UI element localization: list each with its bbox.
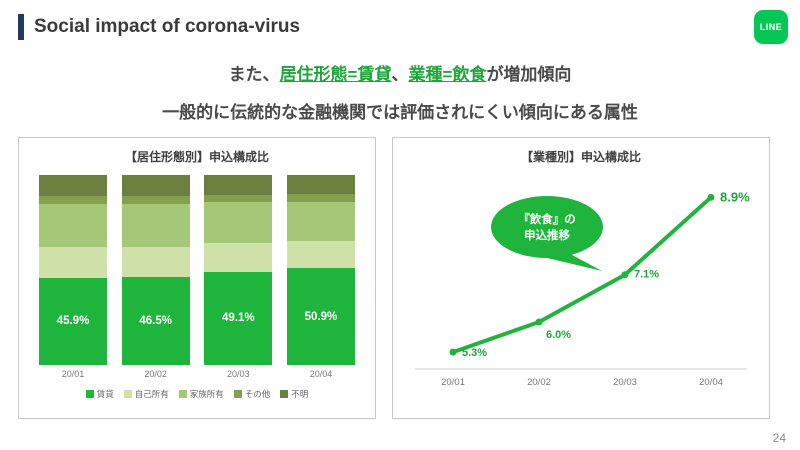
legend-item: 不明: [280, 388, 308, 400]
housing-chart-title: 【居住形態別】申込構成比: [124, 150, 269, 164]
bar-segment: [121, 175, 190, 196]
x-axis-label: 20/04: [309, 369, 333, 379]
legend-swatch: [178, 390, 187, 398]
subtitle-text: また、: [228, 65, 280, 84]
bar-segment: [121, 195, 190, 204]
bar-segment: [39, 175, 107, 197]
header: Social impact of corona-virus LINE: [0, 0, 800, 44]
bar-segment: [204, 243, 273, 272]
legend-swatch: [233, 390, 242, 398]
bar-segment: [286, 240, 355, 269]
line-chart-wrap: 20/01 20/02 20/03 20/04 5.3% 6.0% 7.1% 8.9% 『飲食』…: [393, 169, 769, 405]
bar-x-labels: 20/01 20/02 20/03 20/04: [19, 365, 375, 379]
charts-row: 【居住形態別】申込構成比 45.9% 46.5% 49.1% 50.9% 20/01 2…: [0, 123, 800, 419]
bar-segment: [204, 194, 273, 203]
industry-chart-panel: 【業種別】申込構成比 20/01 20/02 20/03 20/04 5.3% 6.0% 7…: [392, 137, 770, 419]
annotation-bubble: [491, 196, 603, 258]
x-axis-label: 20/01: [61, 369, 85, 379]
bar-segment: 45.9%: [39, 277, 107, 365]
legend-item: 家族所有: [178, 388, 224, 400]
legend-label: 自己所有: [134, 389, 169, 399]
data-label: 8.9%: [720, 189, 750, 204]
bar-legend: 賃貸 自己所有 家族所有 その他 不明: [19, 388, 375, 400]
stacked-bar: 49.1%: [204, 175, 273, 365]
bar-segment: [286, 175, 355, 195]
housing-chart-panel: 【居住形態別】申込構成比 45.9% 46.5% 49.1% 50.9% 20/01 2…: [18, 137, 376, 419]
trend-line: [451, 195, 713, 355]
bar-segment: [39, 196, 107, 204]
legend-label: 家族所有: [189, 389, 224, 399]
line-logo: LINE: [754, 10, 788, 44]
data-point: [621, 271, 629, 279]
x-axis-label: 20/03: [227, 369, 250, 379]
bar-segment: 50.9%: [286, 268, 355, 365]
title-accent-bar: [18, 14, 24, 40]
bar-segment: [286, 194, 355, 202]
subtitle-line2: 一般的に伝統的な金融機関では評価されにくい傾向にある属性: [162, 103, 638, 122]
x-axis-label: 20/03: [613, 377, 637, 388]
subtitle-text: が増加傾向: [486, 65, 572, 84]
bar-value-label: 50.9%: [304, 310, 338, 323]
data-point: [449, 348, 457, 356]
line-chart-svg: 20/01 20/02 20/03 20/04 5.3% 6.0% 7.1% 8.9% 『飲食』…: [415, 189, 750, 388]
bar-value-label: 46.5%: [139, 314, 172, 327]
subtitle-line1: また、居住形態=賃貸、業種=飲食が増加傾向: [0, 60, 800, 85]
legend-item: 賃貸: [85, 388, 114, 400]
x-axis-label: 20/02: [144, 369, 167, 379]
title-wrap: Social impact of corona-virus: [18, 14, 300, 40]
data-label: 7.1%: [634, 269, 659, 281]
bar-segment: [204, 202, 273, 244]
bar-value-label: 49.1%: [222, 312, 255, 325]
bar-segment: [39, 203, 107, 248]
data-label: 6.0%: [546, 329, 571, 341]
bar-value-label: 45.9%: [56, 315, 90, 328]
subtitle-highlight-industry: 業種=飲食: [408, 65, 487, 84]
x-axis-label: 20/02: [527, 377, 551, 388]
legend-label: 賃貸: [96, 389, 114, 399]
data-label: 5.3%: [462, 347, 487, 359]
x-axis-label: 20/04: [699, 377, 723, 388]
subtitle-highlight-housing: 居住形態=賃貸: [279, 65, 392, 84]
bar-segment: [286, 201, 355, 241]
stacked-bar: 46.5%: [121, 175, 190, 365]
bar-segment: 49.1%: [204, 271, 273, 365]
legend-swatch: [85, 390, 94, 398]
stacked-bar: 45.9%: [39, 175, 107, 365]
legend-label: 不明: [291, 389, 309, 399]
x-axis-label: 20/01: [441, 377, 465, 388]
subtitle-text: 、: [391, 65, 409, 84]
bar-segment: [121, 203, 190, 248]
line-logo-text: LINE: [759, 22, 783, 32]
legend-item: その他: [233, 388, 271, 400]
bar-segment: [39, 247, 107, 278]
annotation-text: 『飲食』の: [518, 212, 576, 226]
page-number: 24: [772, 431, 786, 445]
legend-item: 自己所有: [123, 388, 169, 400]
legend-label: その他: [244, 389, 271, 399]
industry-chart-title: 【業種別】申込構成比: [520, 150, 641, 164]
data-point: [707, 193, 715, 201]
legend-swatch: [123, 390, 132, 398]
bar-segment: [121, 247, 190, 277]
bar-segment: 46.5%: [121, 276, 190, 365]
page-title: Social impact of corona-virus: [34, 16, 301, 37]
subtitle-block: また、居住形態=賃貸、業種=飲食が増加傾向 一般的に伝統的な金融機関では評価され…: [0, 60, 800, 123]
legend-swatch: [280, 390, 289, 398]
annotation-text: 申込推移: [524, 228, 570, 242]
bar-segment: [204, 175, 273, 195]
stacked-bar-chart: 45.9% 46.5% 49.1% 50.9%: [19, 165, 375, 365]
data-point: [535, 318, 543, 326]
stacked-bar: 50.9%: [286, 175, 355, 365]
